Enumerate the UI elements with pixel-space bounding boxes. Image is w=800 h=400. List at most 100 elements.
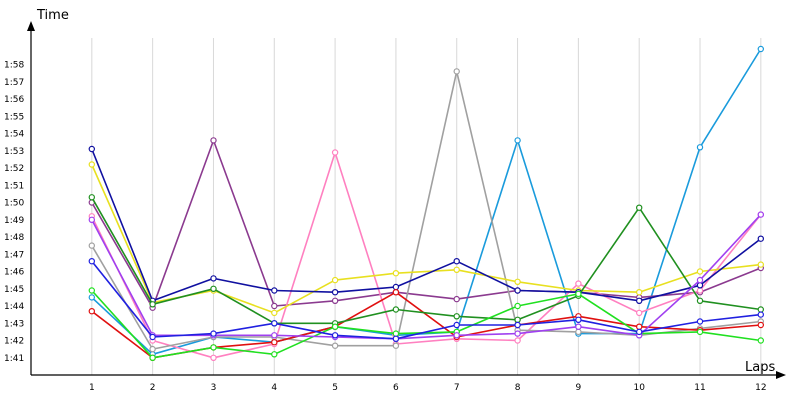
data-point: [331, 323, 339, 330]
x-tick-label: 4: [271, 383, 277, 393]
grid-layer: [91, 38, 762, 375]
data-point: [149, 333, 156, 341]
y-tick-label: 1:56: [4, 95, 24, 105]
series-group: [88, 287, 765, 361]
x-tick-label: 10: [633, 383, 645, 393]
series-line: [91, 260, 761, 340]
data-point: [636, 297, 643, 304]
data-point: [392, 283, 400, 291]
series-line: [91, 70, 761, 350]
series-group: [88, 258, 765, 342]
data-point: [271, 339, 278, 346]
data-point: [575, 323, 582, 330]
data-point: [149, 345, 156, 353]
data-point: [757, 261, 765, 268]
axis-layer: Time Laps: [27, 8, 786, 379]
data-point: [392, 270, 400, 277]
data-point: [88, 294, 96, 301]
data-point: [392, 335, 400, 342]
data-point: [757, 321, 765, 329]
data-point: [271, 287, 278, 294]
series-group: [88, 68, 765, 353]
data-point: [696, 328, 704, 336]
series-line: [91, 151, 762, 359]
data-point: [88, 308, 96, 315]
series-line: [91, 139, 762, 309]
x-tick-label: 5: [332, 383, 338, 393]
y-tick-label: 1:58: [4, 61, 24, 71]
data-point: [514, 321, 521, 329]
series-line: [91, 214, 762, 340]
data-point: [331, 332, 339, 339]
data-point: [453, 295, 460, 303]
y-tick-label: 1:48: [4, 233, 24, 243]
data-point: [392, 330, 400, 337]
data-point: [696, 282, 704, 289]
series-layer: [88, 45, 765, 361]
y-tick-label: 1:50: [4, 199, 24, 209]
data-point: [636, 289, 643, 296]
data-point: [149, 301, 156, 308]
data-point: [331, 297, 339, 304]
series-line: [91, 289, 761, 359]
data-point: [392, 342, 400, 349]
data-point: [575, 316, 582, 323]
series-line: [91, 148, 762, 302]
data-point: [331, 342, 339, 349]
data-point: [696, 144, 704, 151]
data-point: [757, 45, 765, 53]
data-point: [453, 332, 460, 339]
data-point: [88, 258, 96, 265]
data-point: [392, 306, 400, 313]
data-point: [88, 161, 96, 168]
series-group: [88, 289, 765, 361]
data-point: [453, 258, 460, 265]
x-tick-label: 6: [393, 383, 399, 393]
y-tick-label: 1:45: [4, 285, 24, 295]
data-point: [757, 337, 765, 344]
series-line: [91, 196, 761, 325]
data-point: [696, 297, 704, 304]
series-group: [88, 194, 765, 327]
y-tick-label: 1:57: [4, 78, 24, 88]
data-point: [392, 289, 400, 296]
series-line: [91, 291, 761, 359]
x-tick-label: 3: [211, 383, 217, 393]
y-tick-label: 1:52: [4, 164, 24, 174]
y-tick-label: 1:44: [4, 302, 24, 312]
y-tick-label: 1:51: [4, 181, 24, 191]
x-tick-label: 1: [89, 383, 95, 393]
data-point: [636, 309, 643, 317]
series-line: [91, 164, 761, 314]
y-tick-label: 1:54: [4, 130, 24, 140]
x-axis-title: Laps: [745, 360, 775, 375]
data-point: [575, 328, 582, 336]
data-point: [88, 242, 96, 249]
data-point: [514, 137, 521, 144]
data-point: [271, 302, 278, 310]
data-point: [636, 328, 643, 336]
y-tick-label: 1:46: [4, 268, 24, 278]
series-group: [88, 145, 765, 304]
y-axis-title: Time: [36, 8, 69, 23]
y-tick-label: 1:55: [4, 112, 24, 122]
data-point: [210, 137, 217, 144]
data-point: [514, 302, 521, 310]
data-point: [271, 320, 278, 327]
data-point: [696, 276, 704, 284]
data-point: [757, 306, 765, 313]
data-point: [575, 290, 582, 298]
series-group: [88, 211, 765, 342]
data-point: [210, 330, 217, 337]
data-point: [696, 287, 704, 294]
data-point: [575, 280, 582, 287]
data-point: [210, 354, 217, 361]
data-point: [514, 337, 521, 344]
y-tick-label: 1:49: [4, 216, 24, 226]
x-tick-label: 8: [515, 383, 521, 393]
data-point: [636, 204, 643, 211]
x-tick-label: 9: [576, 383, 582, 393]
data-point: [636, 323, 643, 330]
data-point: [331, 276, 339, 284]
